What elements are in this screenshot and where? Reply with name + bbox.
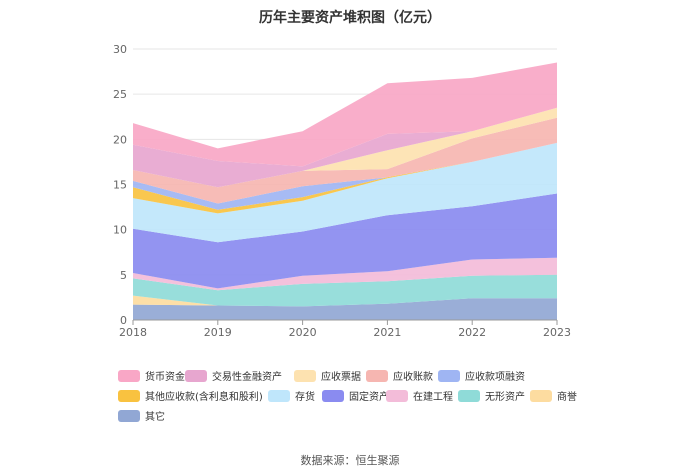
area-series-3 — [133, 257, 557, 291]
legend-item[interactable]: 其他应收款(含利息和股利) — [118, 388, 263, 403]
legend-item[interactable]: 应收账款 — [366, 368, 433, 383]
x-tick-label: 2020 — [289, 326, 317, 339]
legend-label: 应收票据 — [321, 372, 361, 383]
y-tick-label: 5 — [120, 269, 127, 282]
x-tick-label: 2023 — [543, 326, 571, 339]
legend-swatch — [118, 369, 140, 382]
x-tick-label: 2021 — [373, 326, 401, 339]
area-series-2 — [133, 274, 557, 307]
legend-swatch — [386, 389, 408, 402]
legend-label: 固定资产 — [349, 392, 389, 403]
legend-swatch — [294, 369, 316, 382]
legend-swatch — [530, 389, 552, 402]
legend-label: 交易性金融资产 — [212, 372, 282, 383]
legend-item[interactable]: 应收票据 — [294, 368, 361, 383]
legend-label: 应收款项融资 — [465, 372, 525, 383]
area-series-11 — [133, 62, 557, 167]
y-tick-label: 25 — [113, 88, 127, 101]
legend-item[interactable]: 应收款项融资 — [438, 368, 525, 383]
chart-title: 历年主要资产堆积图（亿元） — [259, 10, 441, 26]
area-series-5 — [133, 142, 557, 243]
legend-label: 其它 — [145, 412, 165, 423]
legend-item[interactable]: 无形资产 — [458, 388, 525, 403]
legend-swatch — [322, 389, 344, 402]
legend-label: 商誉 — [557, 392, 577, 403]
legend-item[interactable]: 其它 — [118, 408, 165, 423]
legend-label: 无形资产 — [485, 392, 525, 403]
y-tick-label: 10 — [113, 224, 127, 237]
legend-swatch — [438, 369, 460, 382]
legend-label: 其他应收款(含利息和股利) — [145, 392, 263, 403]
area-series-10 — [133, 107, 557, 188]
x-tick-label: 2018 — [119, 326, 147, 339]
legend-label: 在建工程 — [413, 392, 453, 403]
y-tick-label: 30 — [113, 43, 127, 56]
area-series-0 — [133, 298, 557, 320]
legend-item[interactable]: 存货 — [268, 388, 315, 403]
legend-swatch — [366, 369, 388, 382]
legend-item[interactable]: 在建工程 — [386, 388, 453, 403]
legend-item[interactable]: 货币资金 — [118, 368, 185, 383]
legend-label: 货币资金 — [145, 372, 185, 383]
legend-swatch — [185, 369, 207, 382]
x-tick-label: 2022 — [458, 326, 486, 339]
legend-swatch — [118, 389, 140, 402]
legend-item[interactable]: 交易性金融资产 — [185, 368, 282, 383]
x-tick-label: 2019 — [204, 326, 232, 339]
legend-item[interactable]: 商誉 — [530, 388, 577, 403]
legend-item[interactable]: 固定资产 — [322, 388, 389, 403]
legend-swatch — [268, 389, 290, 402]
legend-swatch — [458, 389, 480, 402]
y-tick-label: 0 — [120, 314, 127, 327]
legend-label: 存货 — [295, 392, 315, 403]
y-tick-label: 15 — [113, 179, 127, 192]
data-source-note: 数据来源：恒生聚源 — [300, 454, 400, 467]
legend-swatch — [118, 409, 140, 422]
stacked-area-chart: 0 5 10 15 20 25 30 2018 2019 2020 2021 2022 2023 — [113, 43, 571, 339]
area-series-4 — [133, 193, 557, 289]
area-series-8 — [133, 117, 557, 204]
legend-label: 应收账款 — [393, 372, 433, 383]
y-tick-label: 20 — [113, 133, 127, 146]
